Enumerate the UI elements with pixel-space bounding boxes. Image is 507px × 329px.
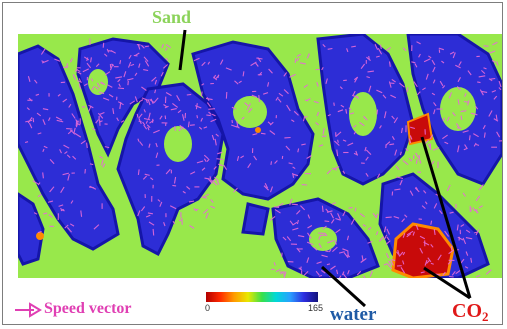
co2-pointer-line-lower xyxy=(423,266,471,300)
water-pointer-line xyxy=(320,265,367,308)
colorbar-min-label: 0 xyxy=(205,303,211,313)
speed-vector-arrow-icon xyxy=(15,302,42,318)
co2-pointer-line-upper xyxy=(420,136,472,299)
speed-vector-field xyxy=(24,38,502,278)
co2-label: CO2 xyxy=(452,300,489,325)
water-label: water xyxy=(330,304,377,325)
flow-simulation-map xyxy=(18,34,502,278)
velocity-colorbar xyxy=(206,292,318,302)
speed-vector-label: Speed vector xyxy=(44,300,132,317)
sand-label: Sand xyxy=(152,7,192,27)
co2-label-text: CO xyxy=(452,300,482,322)
co2-label-subscript: 2 xyxy=(482,309,489,324)
colorbar-max-label: 165 xyxy=(308,303,324,313)
figure-frame xyxy=(2,2,503,325)
sand-pointer-line xyxy=(178,29,187,71)
